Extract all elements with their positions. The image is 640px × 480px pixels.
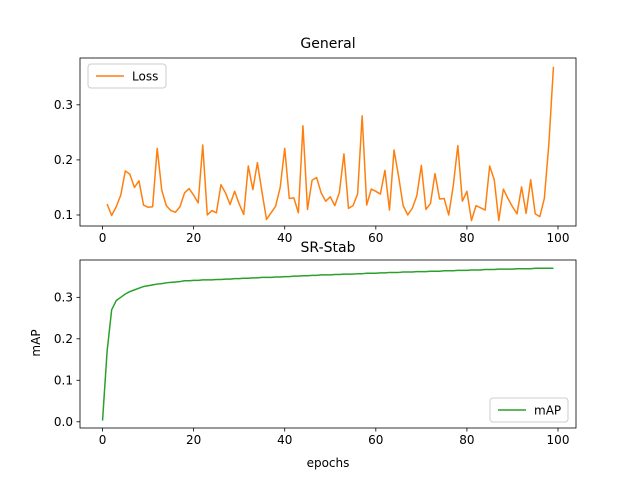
loss-panel: General 0 20 40 60 80 100 0.1 0.2 0.3 Loss	[54, 36, 577, 245]
map-x-tick-label: 100	[547, 433, 570, 447]
loss-y-tick-label: 0.1	[54, 208, 73, 222]
loss-x-tick-label: 20	[186, 231, 201, 245]
loss-axes-frame	[79, 57, 577, 227]
map-y-tick-label: 0.3	[54, 290, 73, 304]
map-x-tick-label: 60	[368, 433, 383, 447]
map-x-tick-label: 20	[186, 433, 201, 447]
map-legend-label: mAP	[534, 404, 561, 418]
loss-x-tick-label: 40	[277, 231, 292, 245]
loss-y-tick-label: 0.3	[54, 98, 73, 112]
map-panel-title: SR-Stab	[301, 240, 356, 256]
map-x-tick-label: 40	[277, 433, 292, 447]
loss-series-line	[106, 66, 555, 222]
loss-legend: Loss	[87, 63, 167, 89]
map-x-tick-label: 80	[459, 433, 474, 447]
loss-axes: 0 20 40 60 80 100 0.1 0.2 0.3 Loss	[54, 57, 577, 245]
map-axes-frame	[79, 259, 577, 429]
map-y-tick-label: 0.0	[54, 415, 73, 429]
loss-y-tick-label: 0.2	[54, 153, 73, 167]
loss-x-tick-label: 100	[547, 231, 570, 245]
map-y-tick-label: 0.1	[54, 373, 73, 387]
map-x-tick-label: 0	[99, 433, 107, 447]
loss-legend-label: Loss	[132, 70, 158, 84]
map-axes: 0 20 40 60 80 100 0.0 0.1 0.2 0.3 mAP	[54, 259, 577, 447]
loss-x-tick-label: 60	[368, 231, 383, 245]
map-x-axis-label: epochs	[307, 456, 350, 470]
loss-x-tick-label: 80	[459, 231, 474, 245]
map-panel: SR-Stab 0 20 40 60 80 100 0.0 0.1 0.2 0.3 mAP epoc…	[29, 240, 577, 470]
map-legend: mAP	[489, 397, 569, 423]
loss-panel-title: General	[300, 36, 355, 52]
map-y-axis-label: mAP	[29, 329, 43, 356]
loss-x-tick-label: 0	[99, 231, 107, 245]
map-series-line	[101, 267, 554, 421]
map-y-tick-label: 0.2	[54, 332, 73, 346]
